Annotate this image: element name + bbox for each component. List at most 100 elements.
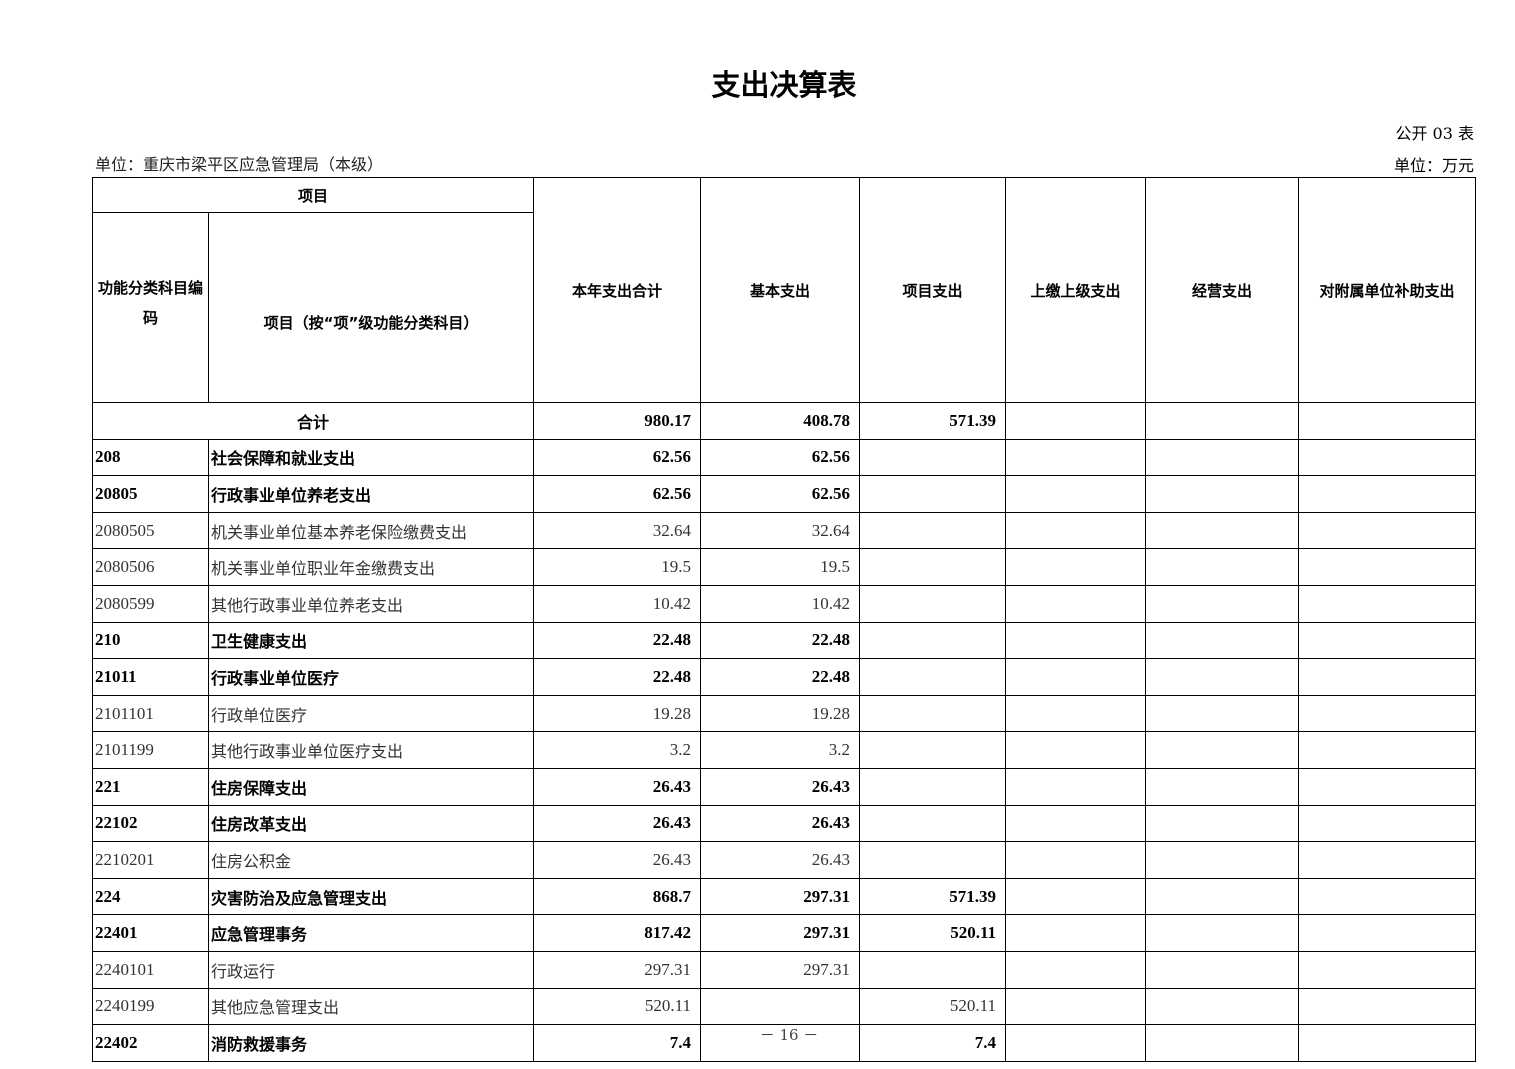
row-upper (1005, 475, 1147, 513)
row-business (1145, 438, 1300, 477)
row-business (1145, 621, 1300, 660)
header-subsidy: 对附属单位补助支出 (1298, 177, 1477, 403)
row-name: 灾害防治及应急管理支出 (207, 877, 535, 916)
row-project (859, 841, 1007, 879)
row-upper (1005, 731, 1147, 769)
row-code: 224 (92, 877, 209, 916)
row-name: 卫生健康支出 (207, 621, 535, 660)
row-business (1145, 841, 1300, 879)
row-name: 行政事业单位医疗 (207, 658, 535, 696)
row-upper (1005, 658, 1147, 696)
row-basic: 297.31 (700, 877, 861, 916)
table-row: 2210201 住房公积金 26.43 26.43 (92, 841, 1477, 879)
row-basic: 19.5 (700, 548, 861, 586)
row-subsidy (1298, 584, 1477, 623)
row-upper (1005, 950, 1147, 989)
row-name: 住房公积金 (207, 841, 535, 879)
row-basic: 22.48 (700, 621, 861, 660)
row-project (859, 475, 1007, 513)
row-name: 社会保障和就业支出 (207, 438, 535, 477)
expenditure-table: 项目 本年支出合计 基本支出 项目支出 上缴上级支出 经营支出 对附属单位补助支… (91, 177, 1477, 1062)
row-business (1145, 987, 1300, 1026)
row-total: 817.42 (533, 914, 702, 952)
row-business (1145, 950, 1300, 989)
row-total: 32.64 (533, 511, 702, 550)
table-row: 21011 行政事业单位医疗 22.48 22.48 (92, 658, 1477, 696)
row-code: 2210201 (92, 841, 209, 879)
row-upper (1005, 438, 1147, 477)
row-subsidy (1298, 767, 1477, 806)
row-total: 868.7 (533, 877, 702, 916)
row-business (1145, 731, 1300, 769)
row-name: 住房改革支出 (207, 804, 535, 843)
row-total: 26.43 (533, 804, 702, 843)
row-total: 297.31 (533, 950, 702, 989)
row-subsidy (1298, 987, 1477, 1026)
row-basic: 26.43 (700, 804, 861, 843)
table-row: 224 灾害防治及应急管理支出 868.7 297.31 571.39 (92, 877, 1477, 916)
header-project-expense: 项目支出 (859, 177, 1007, 403)
row-upper (1005, 804, 1147, 843)
row-name: 其他行政事业单位医疗支出 (207, 731, 535, 769)
total-upper (1005, 402, 1147, 440)
page-number: － 16 － (759, 1026, 819, 1044)
row-subsidy (1298, 475, 1477, 513)
row-subsidy (1298, 804, 1477, 843)
row-basic (700, 987, 861, 1026)
row-upper (1005, 877, 1147, 916)
row-basic: 19.28 (700, 694, 861, 733)
total-project: 571.39 (859, 402, 1007, 440)
row-project (859, 438, 1007, 477)
row-upper (1005, 548, 1147, 586)
row-code: 22402 (92, 1024, 209, 1062)
table-row: 2080506 机关事业单位职业年金缴费支出 19.5 19.5 (92, 548, 1477, 586)
row-name: 机关事业单位基本养老保险缴费支出 (207, 511, 535, 550)
row-project: 571.39 (859, 877, 1007, 916)
row-upper (1005, 767, 1147, 806)
header-project: 项目 (91, 177, 535, 213)
total-sum: 980.17 (533, 402, 702, 440)
row-subsidy (1298, 548, 1477, 586)
row-business (1145, 511, 1300, 550)
row-name: 消防救援事务 (207, 1024, 535, 1062)
header-business: 经营支出 (1145, 177, 1300, 403)
row-project (859, 950, 1007, 989)
row-total: 3.2 (533, 731, 702, 769)
row-code: 2080505 (92, 511, 209, 550)
row-project (859, 511, 1007, 550)
row-subsidy (1298, 511, 1477, 550)
row-code: 22401 (92, 914, 209, 952)
row-code: 210 (92, 621, 209, 660)
table-row: 2240199 其他应急管理支出 520.11 520.11 (92, 987, 1477, 1026)
row-project (859, 767, 1007, 806)
row-project (859, 731, 1007, 769)
row-code: 20805 (92, 475, 209, 513)
row-project (859, 548, 1007, 586)
row-business (1145, 804, 1300, 843)
table-row: 22102 住房改革支出 26.43 26.43 (92, 804, 1477, 843)
table-row: 208 社会保障和就业支出 62.56 62.56 (92, 438, 1477, 477)
row-business (1145, 1024, 1300, 1062)
row-subsidy (1298, 950, 1477, 989)
row-code: 2101101 (92, 694, 209, 733)
row-name: 住房保障支出 (207, 767, 535, 806)
row-basic: 32.64 (700, 511, 861, 550)
row-basic: 297.31 (700, 950, 861, 989)
row-business (1145, 548, 1300, 586)
row-total: 520.11 (533, 987, 702, 1026)
row-name: 其他行政事业单位养老支出 (207, 584, 535, 623)
row-business (1145, 914, 1300, 952)
row-business (1145, 767, 1300, 806)
unit-currency: 单位：万元 (1393, 156, 1474, 175)
row-basic: 22.48 (700, 658, 861, 696)
table-row: 2101101 行政单位医疗 19.28 19.28 (92, 694, 1477, 733)
row-basic: 26.43 (700, 767, 861, 806)
row-code: 2080506 (92, 548, 209, 586)
row-code: 22102 (92, 804, 209, 843)
row-business (1145, 658, 1300, 696)
row-code: 208 (92, 438, 209, 477)
row-total: 22.48 (533, 658, 702, 696)
row-project (859, 621, 1007, 660)
row-subsidy (1298, 658, 1477, 696)
table-row: 210 卫生健康支出 22.48 22.48 (92, 621, 1477, 660)
